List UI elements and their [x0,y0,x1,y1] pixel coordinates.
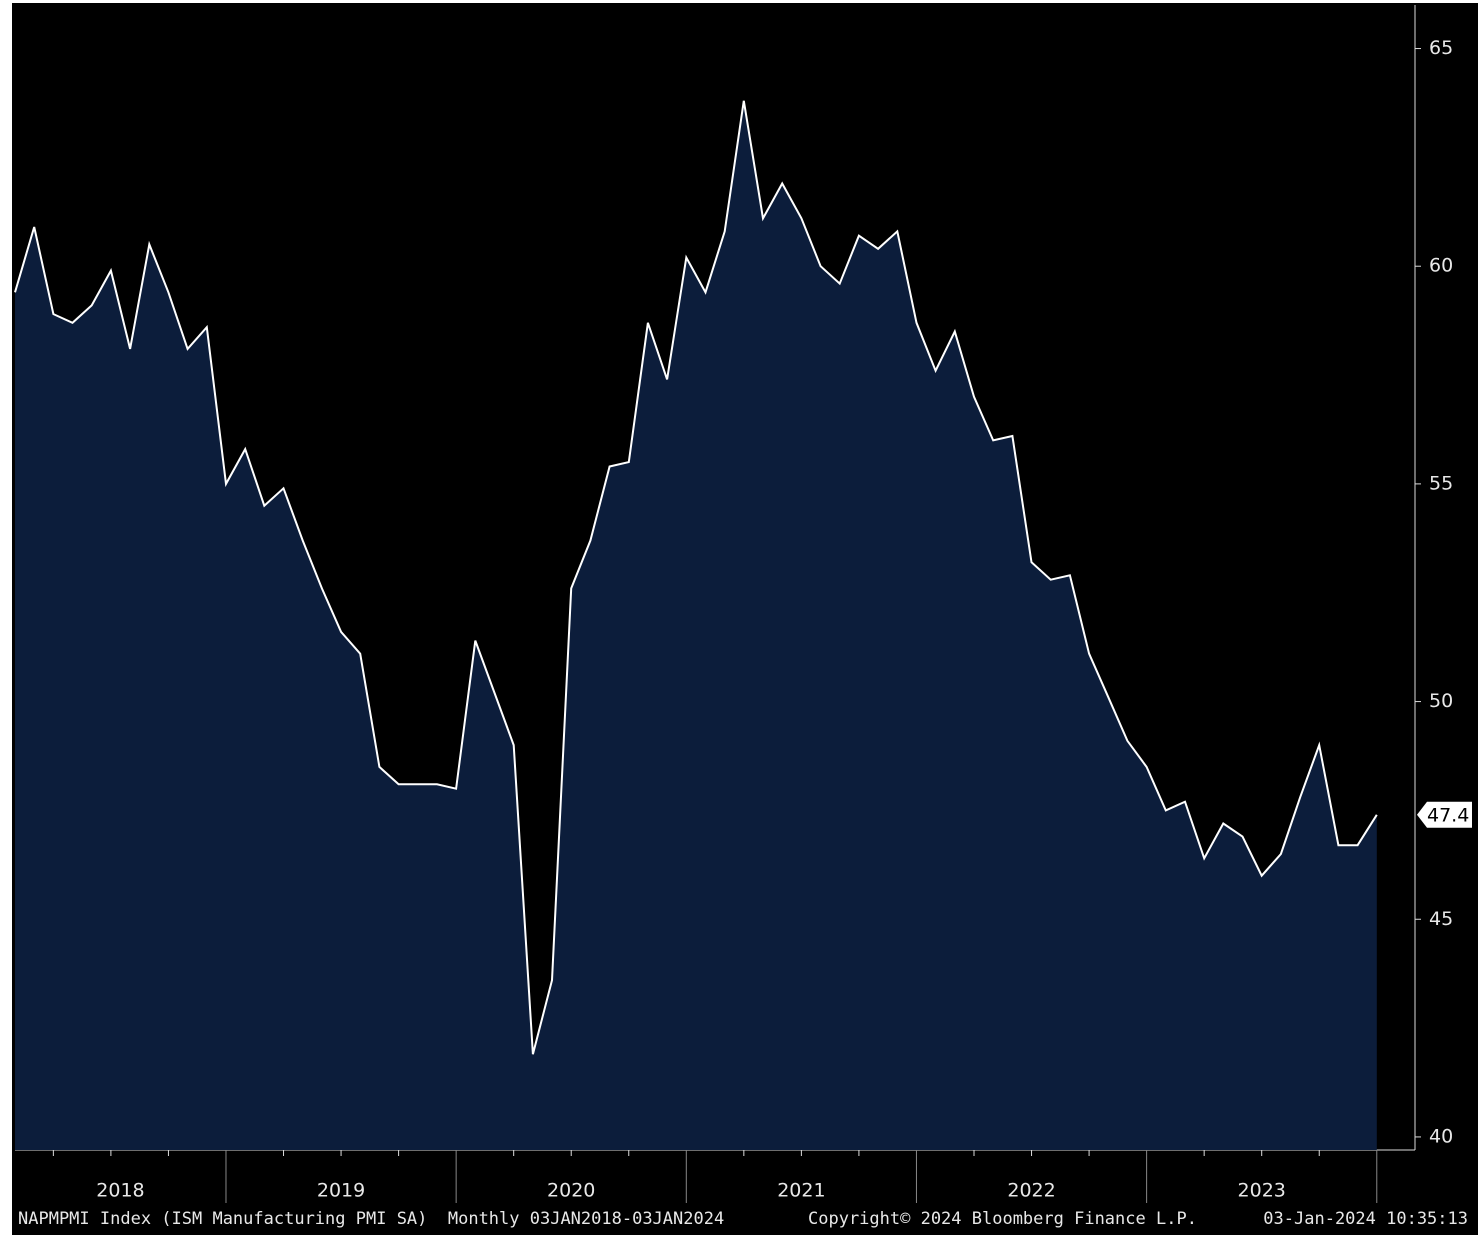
x-year-label: 2023 [1238,1180,1286,1202]
y-tick-label: 65 [1429,37,1453,59]
x-year-label: 2018 [96,1180,144,1202]
y-tick-label: 40 [1429,1125,1453,1147]
footer-timestamp: 03-Jan-2024 10:35:13 [1263,1209,1468,1229]
x-year-label: 2020 [547,1180,595,1202]
x-year-label: 2021 [777,1180,825,1202]
y-tick-label: 45 [1429,908,1453,930]
x-year-label: 2022 [1007,1180,1055,1202]
last-value-label: 47.4 [1427,804,1469,826]
footer-copyright: Copyright© 2024 Bloomberg Finance L.P. [808,1209,1197,1229]
x-year-label: 2019 [317,1180,365,1202]
y-tick-label: 60 [1429,255,1453,277]
last-value-tag [1417,801,1472,828]
y-tick-label: 55 [1429,472,1453,494]
y-tick-label: 50 [1429,690,1453,712]
line [14,100,1378,1055]
footer-source: NAPMPMI Index (ISM Manufacturing PMI SA)… [18,1209,724,1229]
area [15,100,1377,1150]
